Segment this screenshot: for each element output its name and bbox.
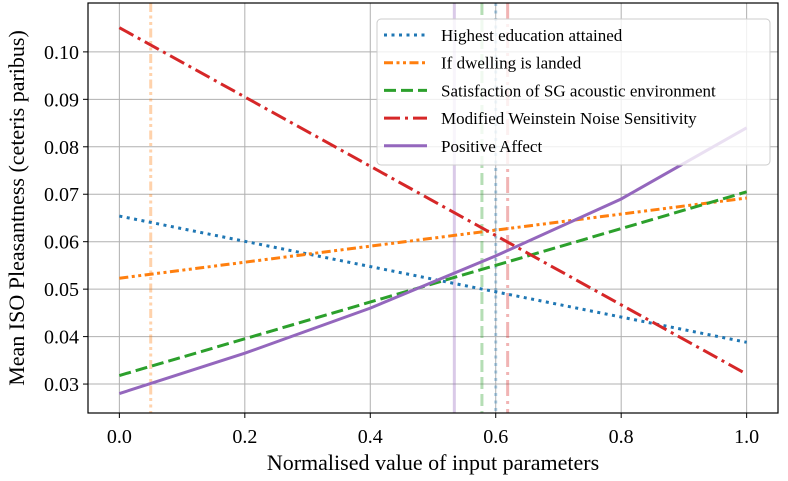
series-line-highest-education-attained: [119, 214, 747, 344]
x-tick-label: 0.4: [358, 426, 383, 448]
x-tick-label: 1.0: [734, 426, 759, 448]
series-line-positive-affect: [118, 126, 748, 395]
legend: Highest education attained If dwelling is…: [376, 18, 771, 166]
y-axis-label: Mean ISO Pleasantness (ceteris paribus): [4, 30, 29, 386]
x-tick-label: 0.6: [483, 426, 508, 448]
legend-box: [376, 18, 771, 166]
series-line-satisfaction-of-sg-acoustic-environment: [118, 190, 748, 377]
y-axis-ticks: 0.03 0.04 0.05 0.06 0.07 0.08 0.09 0.10: [44, 42, 88, 396]
x-tick-label: 0.0: [107, 426, 132, 448]
y-tick-label: 0.04: [44, 327, 79, 349]
x-axis-ticks: 0.0 0.2 0.4 0.6 0.8 1.0: [107, 413, 759, 448]
plot-frame: [87, 2, 779, 414]
x-tick-label: 0.8: [609, 426, 634, 448]
series-lines: [118, 26, 748, 395]
legend-label: If dwelling is landed: [441, 54, 582, 73]
x-axis-label: Normalised value of input parameters: [267, 450, 599, 475]
y-tick-label: 0.07: [44, 184, 79, 206]
y-tick-label: 0.08: [44, 137, 79, 159]
legend-label: Positive Affect: [441, 137, 542, 156]
y-tick-label: 0.03: [44, 374, 79, 396]
legend-label: Modified Weinstein Noise Sensitivity: [441, 109, 697, 128]
y-tick-label: 0.09: [44, 89, 79, 111]
y-tick-label: 0.06: [44, 232, 79, 254]
x-tick-label: 0.2: [232, 426, 257, 448]
legend-label: Highest education attained: [441, 26, 623, 45]
series-line-if-dwelling-is-landed: [119, 196, 747, 280]
y-tick-label: 0.05: [44, 279, 79, 301]
legend-label: Satisfaction of SG acoustic environment: [441, 81, 716, 100]
series-line-modified-weinstein-noise-sensitivity: [118, 26, 748, 376]
y-tick-label: 0.10: [44, 42, 79, 64]
